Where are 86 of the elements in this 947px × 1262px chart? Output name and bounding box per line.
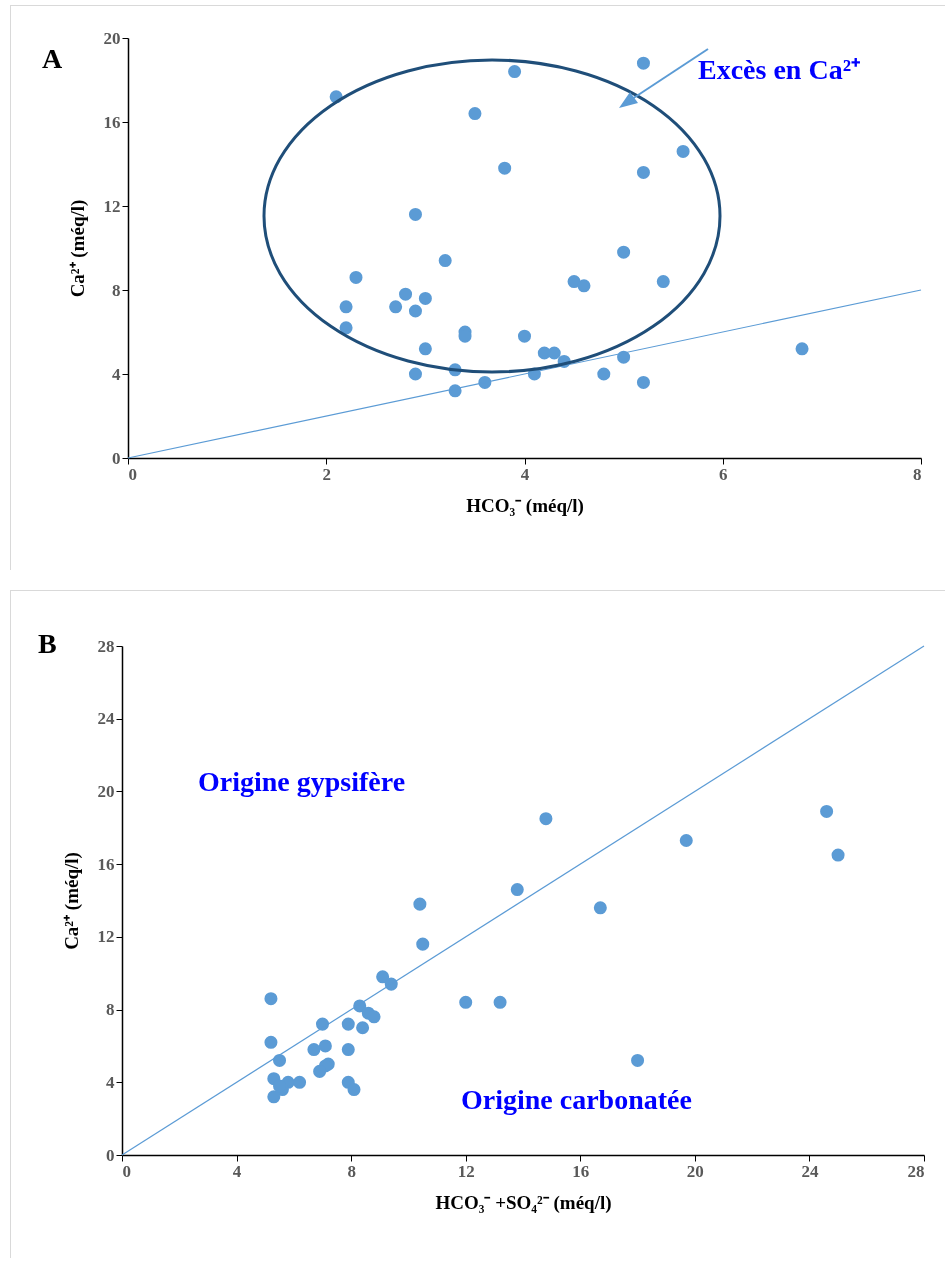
- y-axis-title: Ca²⁺ (méq/l): [60, 852, 83, 950]
- point: [341, 1043, 355, 1057]
- point: [408, 304, 422, 318]
- x-tick-label: 28: [907, 1161, 925, 1181]
- point: [313, 1064, 327, 1078]
- point: [679, 834, 693, 848]
- y-tick-label: 20: [103, 28, 121, 48]
- point: [593, 901, 607, 915]
- point: [408, 367, 422, 381]
- point: [438, 254, 452, 268]
- point: [408, 207, 422, 221]
- point: [307, 1043, 321, 1057]
- annotation: Origine carbonatée: [461, 1084, 692, 1115]
- point: [795, 342, 809, 356]
- point: [293, 1075, 307, 1089]
- y-tick-label: 0: [106, 1145, 115, 1165]
- y-tick-label: 16: [103, 112, 121, 132]
- point: [508, 65, 522, 79]
- point: [418, 291, 432, 305]
- point: [493, 995, 507, 1009]
- point: [636, 165, 650, 179]
- point: [577, 279, 591, 293]
- point: [264, 1035, 278, 1049]
- point: [339, 321, 353, 335]
- point: [389, 300, 403, 314]
- point: [347, 1083, 361, 1097]
- annotation: Excès en Ca²⁺: [698, 54, 861, 85]
- y-tick-label: 16: [97, 854, 115, 874]
- x-tick-label: 8: [913, 464, 922, 484]
- point: [273, 1053, 287, 1067]
- point: [498, 161, 512, 175]
- x-tick-label: 4: [232, 1161, 242, 1181]
- point: [617, 245, 631, 259]
- y-tick-label: 20: [97, 781, 115, 801]
- point: [341, 1017, 355, 1031]
- y-tick-label: 0: [112, 448, 121, 468]
- point: [636, 56, 650, 70]
- point: [399, 287, 413, 301]
- x-tick-label: 12: [457, 1161, 475, 1181]
- y-tick-label: 4: [112, 364, 121, 384]
- point: [631, 1053, 645, 1067]
- y-tick-label: 28: [97, 636, 115, 656]
- point: [376, 970, 390, 984]
- point: [636, 375, 650, 389]
- x-tick-label: 20: [686, 1161, 704, 1181]
- point: [356, 1021, 370, 1035]
- x-tick-label: 24: [801, 1161, 819, 1181]
- point: [339, 300, 353, 314]
- x-axis-title: HCO₃⁻ +SO₄²⁻ (méq/l): [435, 1191, 612, 1214]
- point: [567, 275, 581, 289]
- point: [459, 995, 473, 1009]
- point: [539, 812, 553, 826]
- y-tick-label: 8: [112, 280, 121, 300]
- x-tick-label: 4: [520, 464, 530, 484]
- point: [676, 144, 690, 158]
- y-tick-label: 24: [97, 709, 115, 729]
- y-tick-label: 12: [97, 927, 115, 947]
- y-axis-title: Ca²⁺ (méq/l): [66, 199, 89, 298]
- point: [468, 107, 482, 121]
- point: [418, 342, 432, 356]
- y-tick-label: 12: [103, 196, 121, 216]
- point: [547, 346, 561, 360]
- x-tick-label: 8: [347, 1161, 356, 1181]
- point: [318, 1039, 332, 1053]
- y-tick-label: 8: [106, 1000, 115, 1020]
- text: B: [38, 628, 57, 659]
- y-tick-label: 4: [106, 1072, 115, 1092]
- point: [349, 270, 363, 284]
- x-tick-label: 16: [572, 1161, 590, 1181]
- point: [656, 275, 670, 289]
- point: [267, 1090, 281, 1104]
- point: [510, 883, 524, 897]
- point: [264, 992, 278, 1006]
- point: [517, 329, 532, 343]
- point: [820, 804, 834, 818]
- annotation: Origine gypsifère: [198, 766, 406, 797]
- x-tick-label: 2: [322, 464, 331, 484]
- text: A: [42, 43, 63, 74]
- x-tick-label: 0: [128, 464, 137, 484]
- point: [413, 897, 427, 911]
- x-axis-title: HCO₃⁻ (méq/l): [466, 494, 584, 517]
- point: [367, 1010, 381, 1024]
- x-tick-label: 6: [719, 464, 728, 484]
- point: [597, 367, 611, 381]
- point: [416, 937, 430, 951]
- point: [831, 848, 845, 862]
